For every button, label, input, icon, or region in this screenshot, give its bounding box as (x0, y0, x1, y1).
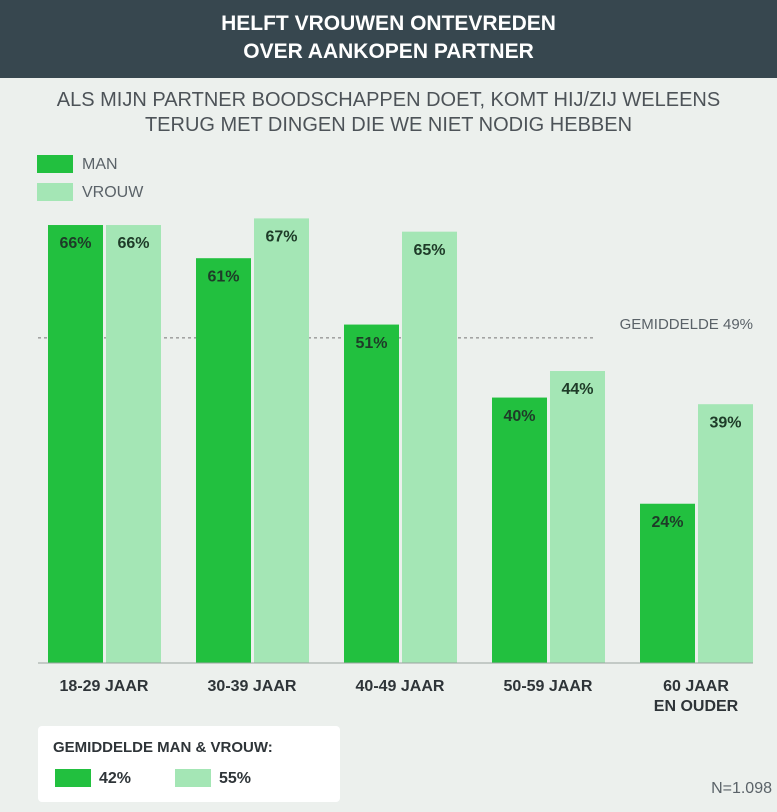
bar (550, 371, 605, 663)
value-label: 67% (265, 229, 297, 246)
average-swatch (175, 769, 211, 787)
value-label: 24% (651, 514, 683, 531)
bar (48, 225, 103, 664)
value-label: 44% (561, 381, 593, 398)
x-tick-label: 30-39 JAAR (207, 678, 297, 695)
footnote: N=1.098 (711, 780, 772, 797)
legend-swatch (37, 183, 73, 201)
value-label: 40% (503, 408, 535, 425)
bar (640, 503, 695, 663)
bar (344, 324, 399, 663)
bar (698, 404, 753, 663)
legend-label: VROUW (82, 184, 144, 201)
bar (106, 225, 161, 664)
x-tick-label: 18-29 JAAR (59, 678, 149, 695)
x-tick-label: 50-59 JAAR (503, 678, 593, 695)
value-label: 65% (413, 242, 445, 259)
bar (492, 397, 547, 663)
bar (254, 218, 309, 663)
legend-label: MAN (82, 156, 118, 173)
chart-title: HELFT VROUWEN ONTEVREDEN OVER AANKOPEN P… (0, 0, 777, 78)
value-label: 39% (709, 414, 741, 431)
x-tick-label: 60 JAAR EN OUDER (653, 678, 739, 715)
chart-subtitle: ALS MIJN PARTNER BOODSCHAPPEN DOET, KOMT… (56, 89, 721, 136)
value-label: 51% (355, 335, 387, 352)
average-value: 55% (219, 770, 251, 787)
value-label: 66% (117, 235, 149, 252)
bar (196, 258, 251, 663)
legend-swatch (37, 155, 73, 173)
value-label: 66% (59, 235, 91, 252)
value-label: 61% (207, 268, 239, 285)
averages-title: GEMIDDELDE MAN & VROUW: (53, 739, 273, 756)
average-swatch (55, 769, 91, 787)
x-tick-label: 40-49 JAAR (355, 678, 445, 695)
averages-box (38, 726, 340, 802)
average-value: 42% (99, 770, 131, 787)
bar (402, 231, 457, 663)
average-label: GEMIDDELDE 49% (620, 316, 753, 333)
